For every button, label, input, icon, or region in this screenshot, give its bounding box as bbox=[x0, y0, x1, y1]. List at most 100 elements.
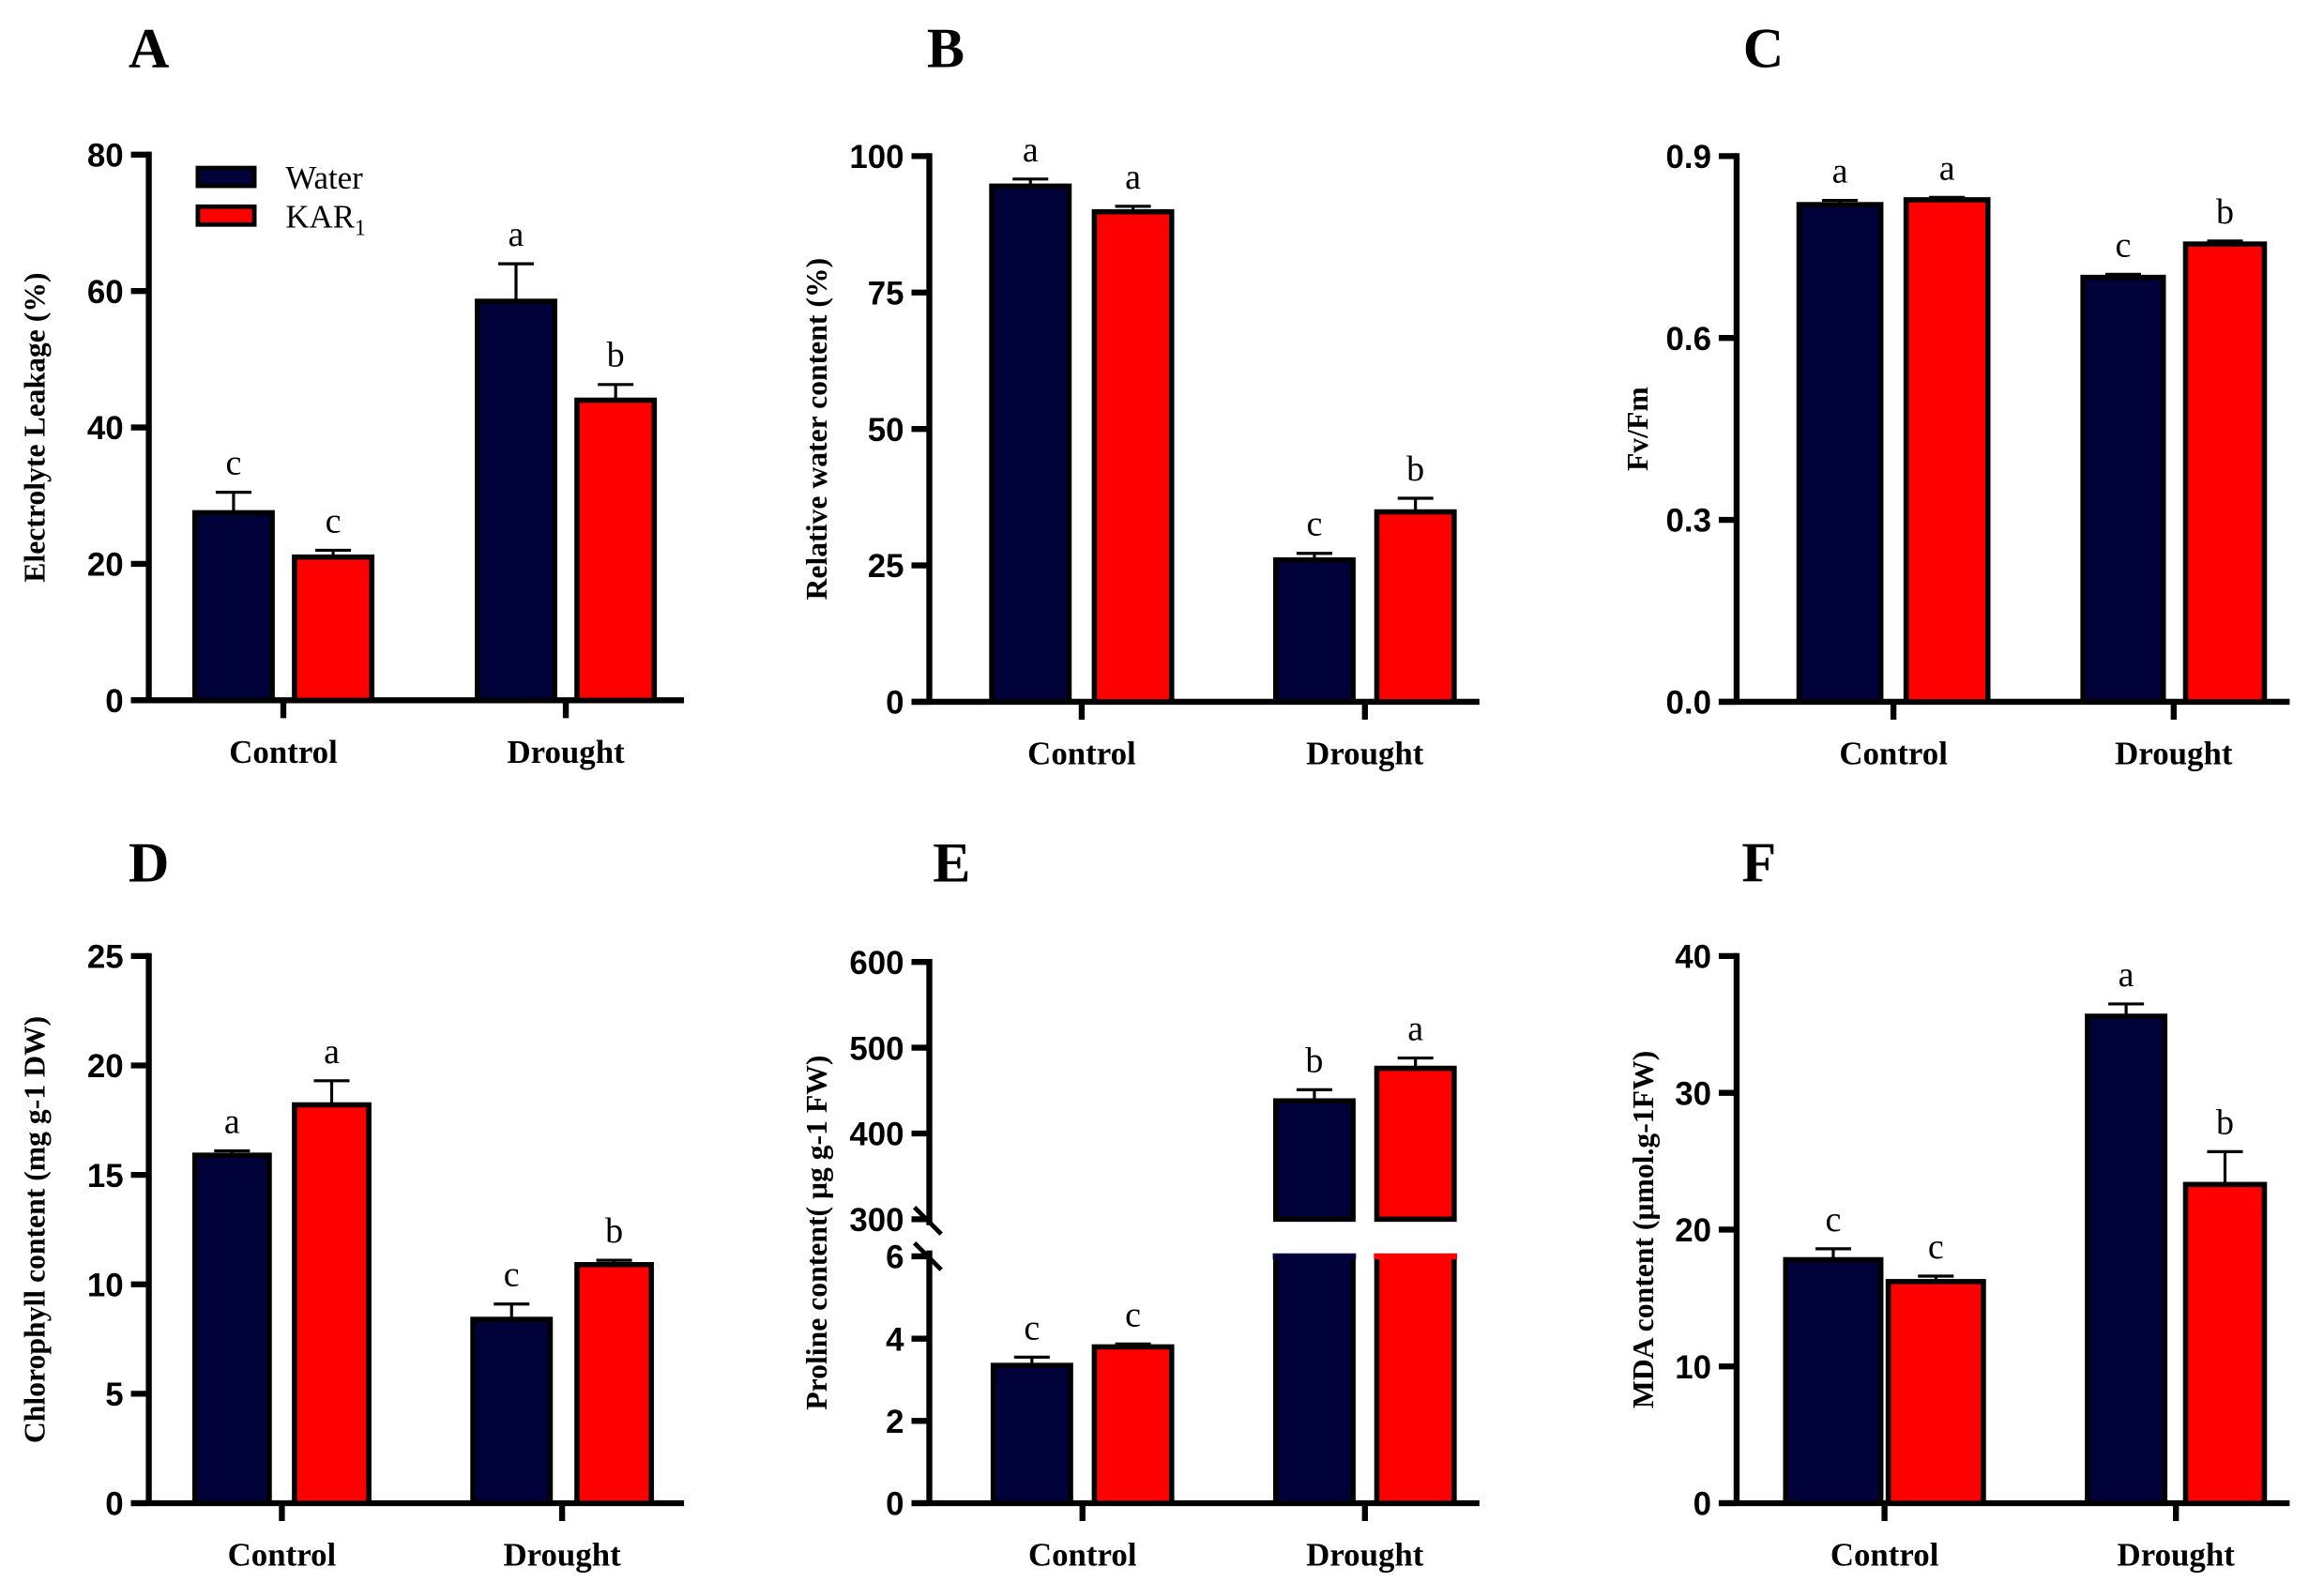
legend-swatch bbox=[195, 204, 257, 227]
panel-D: D 0 5 10 15 20 25 Chlorophyll content (mg g-1 D… bbox=[19, 832, 685, 1574]
bar-water bbox=[1272, 556, 1356, 705]
x-tick-label: Control bbox=[1839, 735, 1948, 771]
y-tick-label: 20 bbox=[1675, 1212, 1711, 1249]
significance-letter: a bbox=[1939, 148, 1955, 188]
y-tick-label: 500 bbox=[849, 1030, 904, 1067]
y-tick-label: 0 bbox=[105, 1486, 123, 1523]
bar-water bbox=[2085, 1013, 2168, 1506]
bar-water bbox=[470, 1316, 554, 1506]
significance-letter: a bbox=[1832, 152, 1848, 191]
bar-kar1 bbox=[1091, 1344, 1175, 1506]
legend-label: KAR1 bbox=[285, 198, 365, 240]
bar-kar1 bbox=[574, 397, 658, 704]
panel-B: B 0 25 50 75 100 Relative water content (%) a c a… bbox=[800, 17, 1480, 771]
x-tick-label: Drought bbox=[507, 734, 625, 770]
significance-letter: b bbox=[1305, 1041, 1323, 1080]
significance-letter: b bbox=[1406, 449, 1424, 489]
bar-kar1 bbox=[292, 554, 375, 704]
y-axis-label: MDA content (μmol.g-1FW) bbox=[1627, 1051, 1660, 1408]
y-axis-label: Relative water content (%) bbox=[800, 258, 833, 601]
x-tick-label: Drought bbox=[2115, 735, 2233, 771]
y-tick-label: 600 bbox=[849, 945, 904, 981]
significance-letter: a bbox=[1125, 158, 1141, 197]
panel-letter: D bbox=[129, 832, 169, 895]
y-tick-label: 4 bbox=[886, 1321, 904, 1358]
bar-kar1 bbox=[1091, 208, 1175, 705]
significance-letter: c bbox=[1306, 505, 1322, 544]
y-axis-label: Chlorophyll content (mg g-1 DW) bbox=[19, 1016, 52, 1443]
y-tick-label: 60 bbox=[87, 274, 124, 311]
y-tick-label: 15 bbox=[87, 1158, 124, 1194]
legend-swatch bbox=[195, 165, 257, 189]
significance-letter: c bbox=[1928, 1227, 1944, 1267]
y-tick-label: 10 bbox=[1675, 1349, 1711, 1386]
panel-letter: B bbox=[927, 17, 965, 80]
y-tick-label: 30 bbox=[1675, 1075, 1711, 1112]
panel-A: A 0 20 40 60 80 Electrolyte Leakage (%) c a c b Con… bbox=[19, 17, 685, 770]
significance-letter: a bbox=[224, 1102, 240, 1141]
y-tick-label: 20 bbox=[87, 1048, 124, 1085]
y-tick-label: 80 bbox=[87, 137, 124, 174]
y-tick-label: 0 bbox=[886, 1486, 904, 1523]
significance-letter: b bbox=[2216, 1103, 2234, 1142]
x-tick-label: Control bbox=[1830, 1537, 1939, 1574]
bar-water bbox=[1272, 1098, 1356, 1223]
y-tick-label: 50 bbox=[868, 412, 904, 449]
significance-letter: b bbox=[2216, 192, 2234, 232]
y-tick-label: 0.6 bbox=[1666, 321, 1711, 357]
y-tick-label: 0.0 bbox=[1666, 685, 1711, 722]
bar-kar1 bbox=[2182, 241, 2268, 705]
bar-kar1 bbox=[292, 1102, 372, 1506]
bar-water bbox=[990, 1362, 1073, 1506]
y-tick-label: 0 bbox=[1694, 1486, 1711, 1523]
y-axis-label: Electrolyte Leakage (%) bbox=[19, 272, 52, 582]
y-tick-label: 0.9 bbox=[1666, 139, 1711, 175]
panel-letter: E bbox=[933, 832, 970, 895]
significance-letter: c bbox=[2115, 225, 2131, 265]
y-tick-label: 400 bbox=[849, 1117, 904, 1153]
y-tick-label: 10 bbox=[87, 1267, 124, 1303]
panel-C: C 0.0 0.3 0.6 0.9 Fv/Fm a c a b Control Drought bbox=[1621, 17, 2290, 771]
x-tick-label: Drought bbox=[2118, 1537, 2236, 1574]
y-tick-label: 5 bbox=[105, 1377, 123, 1413]
x-tick-label: Control bbox=[1027, 735, 1136, 771]
bar-kar1 bbox=[1374, 509, 1457, 705]
significance-letter: a bbox=[509, 215, 524, 254]
significance-letter: a bbox=[2119, 955, 2134, 995]
bar-water bbox=[1783, 1256, 1884, 1506]
bar-kar1 bbox=[574, 1262, 654, 1506]
significance-letter: a bbox=[1407, 1010, 1423, 1049]
x-tick-label: Control bbox=[229, 734, 338, 770]
x-tick-label: Control bbox=[1028, 1537, 1137, 1574]
bar-water-lower bbox=[1272, 1254, 1356, 1506]
y-tick-label: 0.3 bbox=[1666, 503, 1711, 540]
significance-letter: c bbox=[326, 501, 342, 540]
y-tick-label: 25 bbox=[87, 939, 124, 976]
legend-subscript: 1 bbox=[355, 216, 366, 240]
y-tick-label: 6 bbox=[886, 1240, 904, 1276]
significance-letter: a bbox=[1023, 130, 1039, 170]
x-tick-label: Drought bbox=[503, 1537, 621, 1574]
significance-letter: a bbox=[324, 1032, 340, 1072]
significance-letter: b bbox=[605, 1211, 623, 1251]
significance-letter: c bbox=[1024, 1308, 1040, 1347]
y-tick-label: 40 bbox=[87, 410, 124, 447]
legend-label: Water bbox=[285, 160, 363, 196]
panel-F: F 0 10 20 30 40 MDA content (μmol.g-1FW) c a c b Co… bbox=[1627, 832, 2290, 1574]
y-tick-label: 75 bbox=[868, 275, 904, 312]
significance-letter: c bbox=[504, 1255, 520, 1295]
y-tick-label: 300 bbox=[849, 1202, 904, 1239]
significance-letter: b bbox=[607, 336, 625, 375]
y-tick-label: 2 bbox=[886, 1404, 904, 1440]
bar-kar1 bbox=[1903, 197, 1991, 705]
bar-kar1-lower bbox=[1374, 1254, 1457, 1506]
y-tick-label: 20 bbox=[87, 547, 124, 584]
significance-letter: c bbox=[1125, 1295, 1141, 1334]
x-tick-label: Control bbox=[228, 1537, 337, 1574]
significance-letter: c bbox=[225, 444, 241, 483]
panel-letter: F bbox=[1741, 832, 1776, 895]
panel-letter: C bbox=[1743, 17, 1784, 80]
y-axis-label: Fv/Fm bbox=[1621, 387, 1654, 471]
